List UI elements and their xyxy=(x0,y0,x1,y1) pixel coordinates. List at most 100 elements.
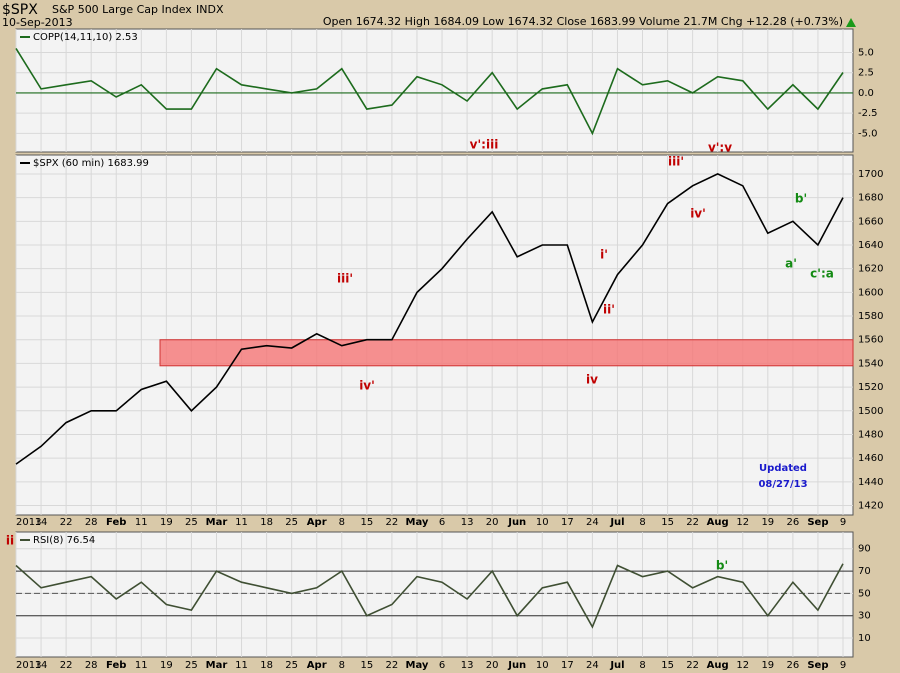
x-tick-label: Feb xyxy=(106,517,126,528)
x-tick-label: 19 xyxy=(761,517,774,528)
x-tick-label: May xyxy=(406,660,429,671)
x-tick-label: 8 xyxy=(339,517,345,528)
x-tick-label: Feb xyxy=(106,660,126,671)
wave-label: 08/27/13 xyxy=(758,479,807,490)
y-tick-label: 1700 xyxy=(858,169,883,180)
y-tick-label: 90 xyxy=(858,544,871,555)
wave-label: i' xyxy=(600,248,608,262)
y-tick-label: -5.0 xyxy=(858,128,878,139)
x-tick-label: Mar xyxy=(206,517,228,528)
exchange: INDX xyxy=(196,3,224,16)
x-tick-label: 25 xyxy=(185,517,198,528)
wave-label: iv' xyxy=(359,379,375,393)
y-tick-label: 1500 xyxy=(858,406,883,417)
x-tick-label: Jun xyxy=(507,660,526,671)
wave-label: b' xyxy=(716,559,728,573)
y-tick-label: 1440 xyxy=(858,477,883,488)
x-tick-label: 11 xyxy=(235,660,248,671)
x-tick-label: May xyxy=(406,517,429,528)
x-tick-label: 12 xyxy=(736,660,749,671)
index-name: S&P 500 Large Cap Index xyxy=(52,3,192,16)
up-arrow xyxy=(846,18,856,27)
x-tick-label: Apr xyxy=(307,517,327,528)
wave-label: ii' xyxy=(603,303,615,317)
x-tick-label: 28 xyxy=(85,517,98,528)
panel xyxy=(15,28,854,153)
x-tick-label: 2013 xyxy=(16,517,41,528)
legend: RSI(8) 76.54 xyxy=(33,535,95,546)
support-zone xyxy=(159,339,854,367)
quote: Open 1674.32 High 1684.09 Low 1674.32 Cl… xyxy=(323,15,843,28)
y-tick-label: 10 xyxy=(858,633,871,644)
y-tick-label: 1420 xyxy=(858,501,883,512)
y-tick-label: 1520 xyxy=(858,382,883,393)
y-tick-label: 2.5 xyxy=(858,68,874,79)
x-tick-label: 28 xyxy=(85,660,98,671)
x-tick-label: Aug xyxy=(707,517,729,528)
series-line xyxy=(15,47,844,136)
x-tick-label: 15 xyxy=(360,517,373,528)
y-tick-label: 50 xyxy=(858,588,871,599)
x-tick-label: 20 xyxy=(486,517,499,528)
x-tick-label: 24 xyxy=(586,517,599,528)
y-tick-label: 1660 xyxy=(858,216,883,227)
wave-label: b' xyxy=(795,192,807,206)
x-tick-label: 15 xyxy=(360,660,373,671)
x-tick-label: Jul xyxy=(609,660,624,671)
x-tick-label: 19 xyxy=(160,660,173,671)
series-line xyxy=(15,563,844,629)
x-tick-label: 25 xyxy=(185,660,198,671)
x-tick-label: 19 xyxy=(160,517,173,528)
wave-label: iv' xyxy=(690,207,706,221)
x-tick-label: 15 xyxy=(661,517,674,528)
x-tick-label: 18 xyxy=(260,660,273,671)
x-tick-label: Apr xyxy=(307,660,327,671)
x-tick-label: 11 xyxy=(235,517,248,528)
x-tick-label: 8 xyxy=(639,660,645,671)
x-tick-label: 25 xyxy=(285,517,298,528)
y-tick-label: 5.0 xyxy=(858,47,874,58)
x-tick-label: 19 xyxy=(761,660,774,671)
symbol: $SPX xyxy=(2,2,38,18)
x-tick-label: 22 xyxy=(686,660,699,671)
wave-label: a' xyxy=(785,257,797,271)
y-tick-label: 1680 xyxy=(858,193,883,204)
legend: $SPX (60 min) 1683.99 xyxy=(33,158,149,169)
wave-label: v':iii xyxy=(470,138,499,152)
x-tick-label: 17 xyxy=(561,517,574,528)
legend: COPP(14,11,10) 2.53 xyxy=(33,32,138,43)
x-tick-label: 17 xyxy=(561,660,574,671)
x-tick-label: 2013 xyxy=(16,660,41,671)
x-tick-label: 6 xyxy=(439,517,445,528)
y-tick-label: 1620 xyxy=(858,264,883,275)
x-tick-label: 8 xyxy=(339,660,345,671)
y-tick-label: 1480 xyxy=(858,429,883,440)
x-tick-label: 10 xyxy=(536,660,549,671)
x-tick-label: 20 xyxy=(486,660,499,671)
y-tick-label: 1580 xyxy=(858,311,883,322)
x-tick-label: 9 xyxy=(840,517,846,528)
x-tick-label: 22 xyxy=(386,660,399,671)
x-tick-label: 14 xyxy=(35,517,48,528)
wave-label: v':v xyxy=(708,141,732,155)
wave-label: iii' xyxy=(668,155,684,169)
y-tick-label: 1600 xyxy=(858,287,883,298)
y-tick-label: -2.5 xyxy=(858,108,878,119)
y-tick-label: 1460 xyxy=(858,453,883,464)
x-tick-label: 22 xyxy=(386,517,399,528)
x-tick-label: Mar xyxy=(206,660,228,671)
y-tick-label: 1540 xyxy=(858,358,883,369)
wave-label: c':a xyxy=(810,267,834,281)
x-tick-label: 9 xyxy=(840,660,846,671)
y-tick-label: 0.0 xyxy=(858,88,874,99)
x-tick-label: 10 xyxy=(536,517,549,528)
x-tick-label: 18 xyxy=(260,517,273,528)
x-tick-label: 14 xyxy=(35,660,48,671)
wave-label: Updated xyxy=(759,463,807,474)
x-tick-label: 8 xyxy=(639,517,645,528)
y-tick-label: 30 xyxy=(858,611,871,622)
x-tick-label: Jun xyxy=(507,517,526,528)
x-tick-label: 11 xyxy=(135,660,148,671)
